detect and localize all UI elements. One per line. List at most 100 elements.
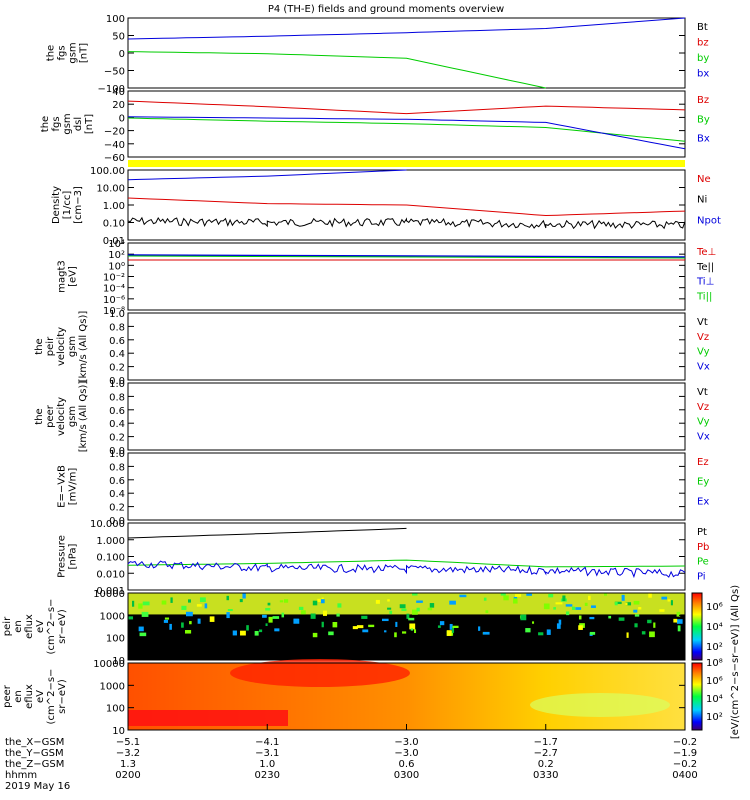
series-by [127,51,546,89]
spectrogram-cell [410,628,414,631]
spectrogram-cell [272,616,280,619]
time-value: 0400 [672,770,697,781]
y-tick-label: −60 [104,153,125,164]
y-tick-label: 10⁻² [103,273,125,284]
legend-Bx: Bx [697,134,710,145]
y-tick-label: 0.4 [109,349,125,360]
spectrogram-cell [589,631,596,635]
y-tick-label: 0.2 [109,433,125,444]
y-tick-label: 0.8 [109,462,125,473]
y-tick-label: 10000 [93,589,125,600]
panel-peer-velocity: 1.0 0.8 0.6 0.4 0.2 0.0 the peer velocity gsm [km/… [34,379,710,457]
x-gsm-value: −0.2 [673,737,697,748]
y-tick-label: 0 [119,49,125,60]
y-tick-label: 0.4 [109,489,125,500]
spectrogram-cell [139,632,147,637]
spectrogram-cell [310,613,316,619]
series-Pi [127,560,686,579]
spectrogram-cell [625,602,632,606]
legend-Ti⊥: Ti⊥ [696,277,714,288]
y-axis-label-line: fgs [51,116,62,131]
spectrogram-cell [141,611,149,617]
spectrogram-cell [667,599,671,602]
spectrogram-cell [332,621,338,628]
spectrogram-cell [677,625,681,632]
legend-Vz: Vz [697,402,709,413]
spectrogram-cell [571,606,576,610]
spectrogram-cell [387,607,392,610]
spectrogram-cell [543,603,550,610]
y-axis-label-line: Density [51,186,62,224]
legend-Ex: Ex [697,496,709,507]
spectrogram-cell [298,606,304,611]
colorbar-tick: 10⁶ [706,676,723,687]
series-By [127,117,686,142]
series-Ti-perp [127,254,686,258]
spectrogram-cell [525,628,531,633]
legend-Pb: Pb [697,542,709,553]
spectrogram-cell [416,600,423,603]
y-axis-label-line: sr−eV) [57,609,68,644]
y-axis-label-line: sr−eV) [57,679,68,714]
x-gsm-value: −3.0 [394,737,418,748]
spectrogram-cell [181,605,187,610]
spectrogram-cell [459,594,467,598]
spectrogram-cell [452,625,459,628]
spectrogram-cell [670,600,673,606]
y-tick-label: 100 [106,704,125,715]
legend-By: By [697,114,710,125]
y-tick-label: 0 [119,113,125,124]
spectrogram-cell [408,617,415,621]
spectrogram-cell [402,631,407,634]
spectrogram-cell [265,607,271,611]
y-tick-label: 0.6 [109,336,125,347]
spectrogram-cell [590,605,596,608]
legend-Ti||: Ti|| [696,291,712,302]
spectrogram-cell [647,619,652,624]
legend-Bt: Bt [697,22,708,33]
spectrogram-cool-region [530,693,670,717]
y-tick-label: −50 [104,67,125,78]
spectrogram-high-band [128,593,685,615]
spectrogram-cell [556,623,561,629]
spectrogram-cell [240,630,246,636]
spectrogram-cell [328,631,334,636]
y-axis-label-line: [nT] [79,43,90,63]
spectrogram-cell [451,627,455,633]
y-tick-label: 0.4 [109,419,125,430]
spectrogram-cell [638,607,642,610]
y-axis-label-line: [km/s (All Qs)] [78,311,89,383]
legend-Te||: Te|| [696,262,714,273]
x-gsm-value: −5.1 [116,737,140,748]
spectrogram-cell [526,593,532,596]
spectrogram-cell [138,603,143,609]
y-axis-label-line: eV [35,690,46,703]
spectrogram-cell [427,607,433,611]
legend-Vt: Vt [697,317,708,328]
z-gsm-value: 0.6 [399,759,415,770]
y-axis-label: E=−VxB [mV/m] [57,465,79,508]
y-tick-label: 0.6 [109,476,125,487]
spectrogram-cell [362,629,369,633]
panel-efield: 1.0 0.8 0.6 0.4 0.2 0.0 E=−VxB [mV/m] Ez Ey Ex [57,449,710,527]
panel-peir-velocity: 1.0 0.8 0.6 0.4 0.2 0.0 the peir velocity gsm [km/… [34,309,710,387]
spectrogram-cell [312,632,318,638]
legend-bx: bx [697,69,709,80]
y-tick-label: 50 [112,32,125,43]
spectrogram-cell [188,599,191,603]
spectrogram-cell [634,623,638,628]
y-gsm-value: −3.0 [394,748,418,759]
y-tick-label: 1.0 [109,449,125,460]
spectrogram-cell [439,621,445,626]
spectrogram-cell [449,600,456,605]
y-axis-label-line: [1/cc] [62,191,73,220]
spectrogram-cell [394,632,397,638]
spectrogram-cell [226,595,229,601]
spectrogram-cell [387,599,390,602]
panel-frame [127,522,686,591]
time-value: 0300 [394,770,419,781]
y-axis-label: the fgs gsm dsl [nT] [40,113,95,134]
legend-Vy: Vy [697,417,710,428]
spectrogram-cell [437,625,441,628]
